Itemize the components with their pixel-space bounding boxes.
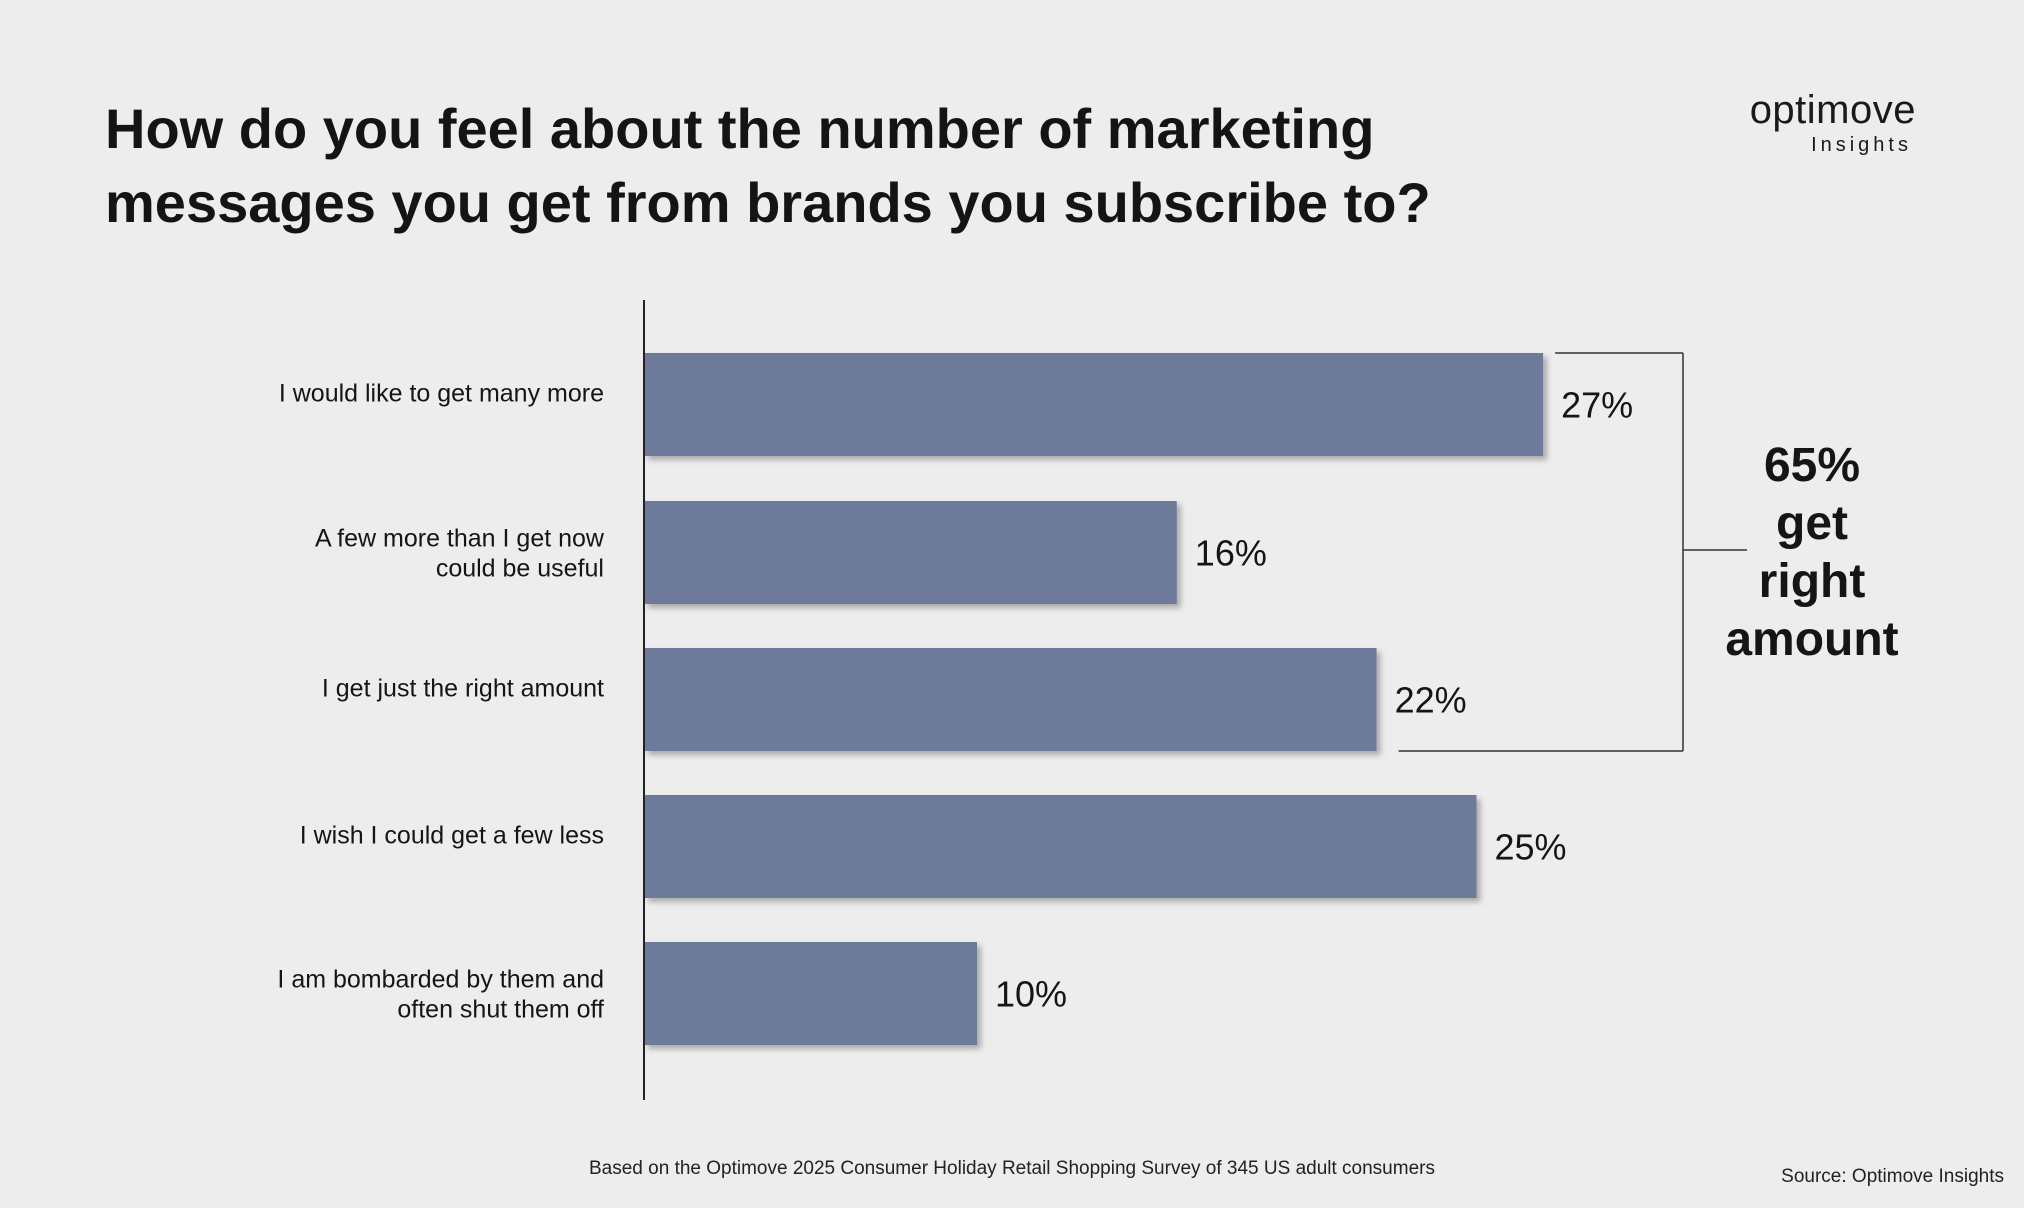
callout-text: 65%	[1764, 439, 1860, 492]
bar	[644, 648, 1377, 751]
bar	[644, 353, 1544, 456]
survey-footnote: Based on the Optimove 2025 Consumer Holi…	[589, 1158, 1435, 1179]
data-label: 10%	[995, 974, 1067, 1015]
category-label: I wish I could get a few less	[300, 822, 604, 850]
bar	[644, 942, 977, 1045]
chart-title: How do you feel about the number of mark…	[105, 92, 1605, 240]
logo-subtitle: Insights	[1811, 134, 1912, 156]
bar	[644, 795, 1477, 898]
chart-title-line-2: messages you get from brands you subscri…	[105, 171, 1431, 234]
logo-wordmark: optimove	[1749, 88, 1916, 132]
category-label: could be useful	[436, 555, 604, 583]
bar	[644, 501, 1177, 604]
callout-text: amount	[1725, 613, 1898, 666]
callout-text: get	[1776, 497, 1848, 550]
source-credit: Source: Optimove Insights	[1781, 1166, 2004, 1187]
category-label: often shut them off	[397, 996, 604, 1024]
data-label: 25%	[1495, 827, 1567, 868]
category-label: I would like to get many more	[279, 380, 604, 408]
category-label: I get just the right amount	[322, 675, 604, 703]
chart-title-line-1: How do you feel about the number of mark…	[105, 97, 1375, 160]
callout-text: right	[1759, 555, 1866, 608]
category-label: I am bombarded by them and	[277, 966, 604, 994]
category-label: A few more than I get now	[315, 525, 605, 553]
data-label: 16%	[1195, 533, 1267, 574]
brand-logo: optimove Insights	[1750, 88, 1916, 158]
data-label: 27%	[1561, 385, 1633, 426]
data-label: 22%	[1395, 680, 1467, 721]
